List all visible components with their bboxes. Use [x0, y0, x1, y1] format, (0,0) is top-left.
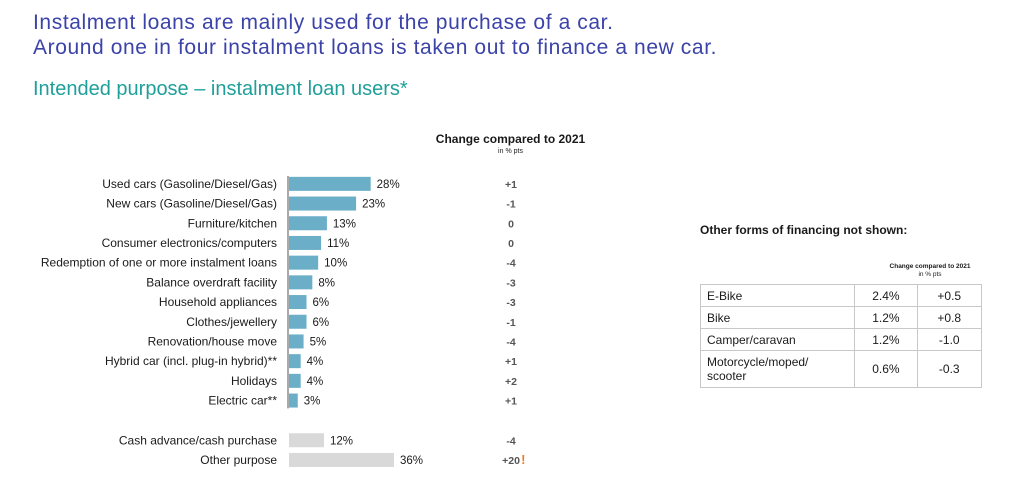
category-label: Consumer electronics/computers	[102, 236, 277, 250]
bar	[289, 275, 313, 290]
financing-share: 0.6%	[854, 350, 918, 388]
change-label: 0	[508, 218, 514, 230]
financing-change: +0.8	[916, 306, 983, 329]
value-label: 8%	[318, 277, 335, 289]
financing-change: -0.3	[916, 350, 983, 388]
bar	[289, 255, 319, 270]
table-row: Bike 1.2% +0.8	[699, 306, 983, 329]
financing-label: Motorcycle/moped/ scooter	[699, 350, 856, 388]
category-label: Used cars (Gasoline/Diesel/Gas)	[102, 177, 277, 191]
bar	[289, 354, 301, 369]
bar	[289, 373, 301, 388]
change-label: -4	[506, 258, 515, 270]
category-label: Household appliances	[159, 295, 277, 309]
change-label: +1	[505, 179, 517, 191]
value-label: 23%	[362, 199, 385, 211]
change-label: -3	[506, 277, 515, 289]
bar	[289, 216, 327, 231]
other-financing-change-title: Change compared to 2021	[889, 263, 971, 270]
bar	[289, 393, 298, 408]
bar	[289, 314, 307, 329]
category-label: Renovation/house move	[148, 334, 278, 348]
bar	[289, 196, 357, 211]
category-label: Redemption of one or more instalment loa…	[41, 256, 277, 270]
other-financing-title: Other forms of financing not shown:	[700, 223, 908, 237]
change-label: +2	[505, 376, 517, 388]
financing-change: -1.0	[916, 328, 983, 351]
bar	[289, 176, 371, 191]
change-label: +1	[505, 396, 517, 408]
table-row: Camper/caravan 1.2% -1.0	[699, 328, 983, 351]
category-label: Hybrid car (incl. plug-in hybrid)**	[105, 354, 277, 368]
change-label: -1	[506, 317, 515, 329]
category-label: Holidays	[231, 374, 277, 388]
change-label: -4	[506, 336, 515, 348]
bar	[289, 433, 324, 448]
bar	[289, 452, 394, 467]
value-label: 28%	[377, 179, 400, 191]
value-label: 6%	[313, 297, 330, 309]
financing-share: 2.4%	[854, 284, 918, 307]
change-label: +20	[502, 455, 520, 467]
bar	[289, 334, 304, 349]
value-label: 13%	[333, 218, 356, 230]
bar	[289, 295, 307, 310]
category-label: Electric car**	[208, 394, 277, 408]
financing-share: 1.2%	[854, 306, 918, 329]
category-label: Cash advance/cash purchase	[119, 433, 277, 447]
value-label: 36%	[400, 455, 423, 467]
category-label: Balance overdraft facility	[146, 275, 277, 289]
chart-subtitle: Intended purpose – instalment loan users…	[33, 78, 408, 100]
value-label: 5%	[310, 336, 327, 348]
other-financing-change-header: Change compared to 2021 in % pts	[880, 263, 980, 279]
change-label: 0	[508, 238, 514, 250]
change-label: +1	[505, 356, 517, 368]
headline-line-2: Around one in four instalment loans is t…	[33, 36, 718, 59]
other-financing-table: E-Bike 2.4% +0.5 Bike 1.2% +0.8 Camper/c…	[699, 284, 983, 388]
financing-label: Bike	[699, 306, 856, 329]
category-label: New cars (Gasoline/Diesel/Gas)	[106, 197, 277, 211]
financing-label: E-Bike	[699, 284, 856, 307]
change-label: -4	[506, 435, 515, 447]
headline: Instalment loans are mainly used for the…	[33, 10, 717, 60]
change-label: -1	[506, 199, 515, 211]
change-label: -3	[506, 297, 515, 309]
category-label: Clothes/jewellery	[186, 315, 277, 329]
value-label: 3%	[304, 396, 321, 408]
value-label: 12%	[330, 435, 353, 447]
table-row: E-Bike 2.4% +0.5	[699, 284, 983, 307]
value-label: 4%	[307, 376, 324, 388]
change-column-title: Change compared to 2021	[435, 132, 586, 146]
value-label: 11%	[327, 238, 349, 250]
other-financing-change-unit: in % pts	[918, 271, 942, 278]
value-label: 6%	[313, 317, 330, 329]
financing-label: Camper/caravan	[699, 328, 856, 351]
change-flag-mark: !	[521, 452, 525, 467]
headline-line-1: Instalment loans are mainly used for the…	[33, 11, 614, 34]
category-label: Furniture/kitchen	[188, 216, 277, 230]
table-row: Motorcycle/moped/ scooter 0.6% -0.3	[699, 350, 983, 388]
value-label: 10%	[324, 258, 347, 270]
value-label: 4%	[307, 356, 324, 368]
change-column-unit: in % pts	[498, 148, 523, 155]
category-label: Other purpose	[200, 453, 277, 467]
financing-change: +0.5	[916, 284, 983, 307]
bar	[289, 235, 322, 250]
financing-share: 1.2%	[854, 328, 918, 351]
